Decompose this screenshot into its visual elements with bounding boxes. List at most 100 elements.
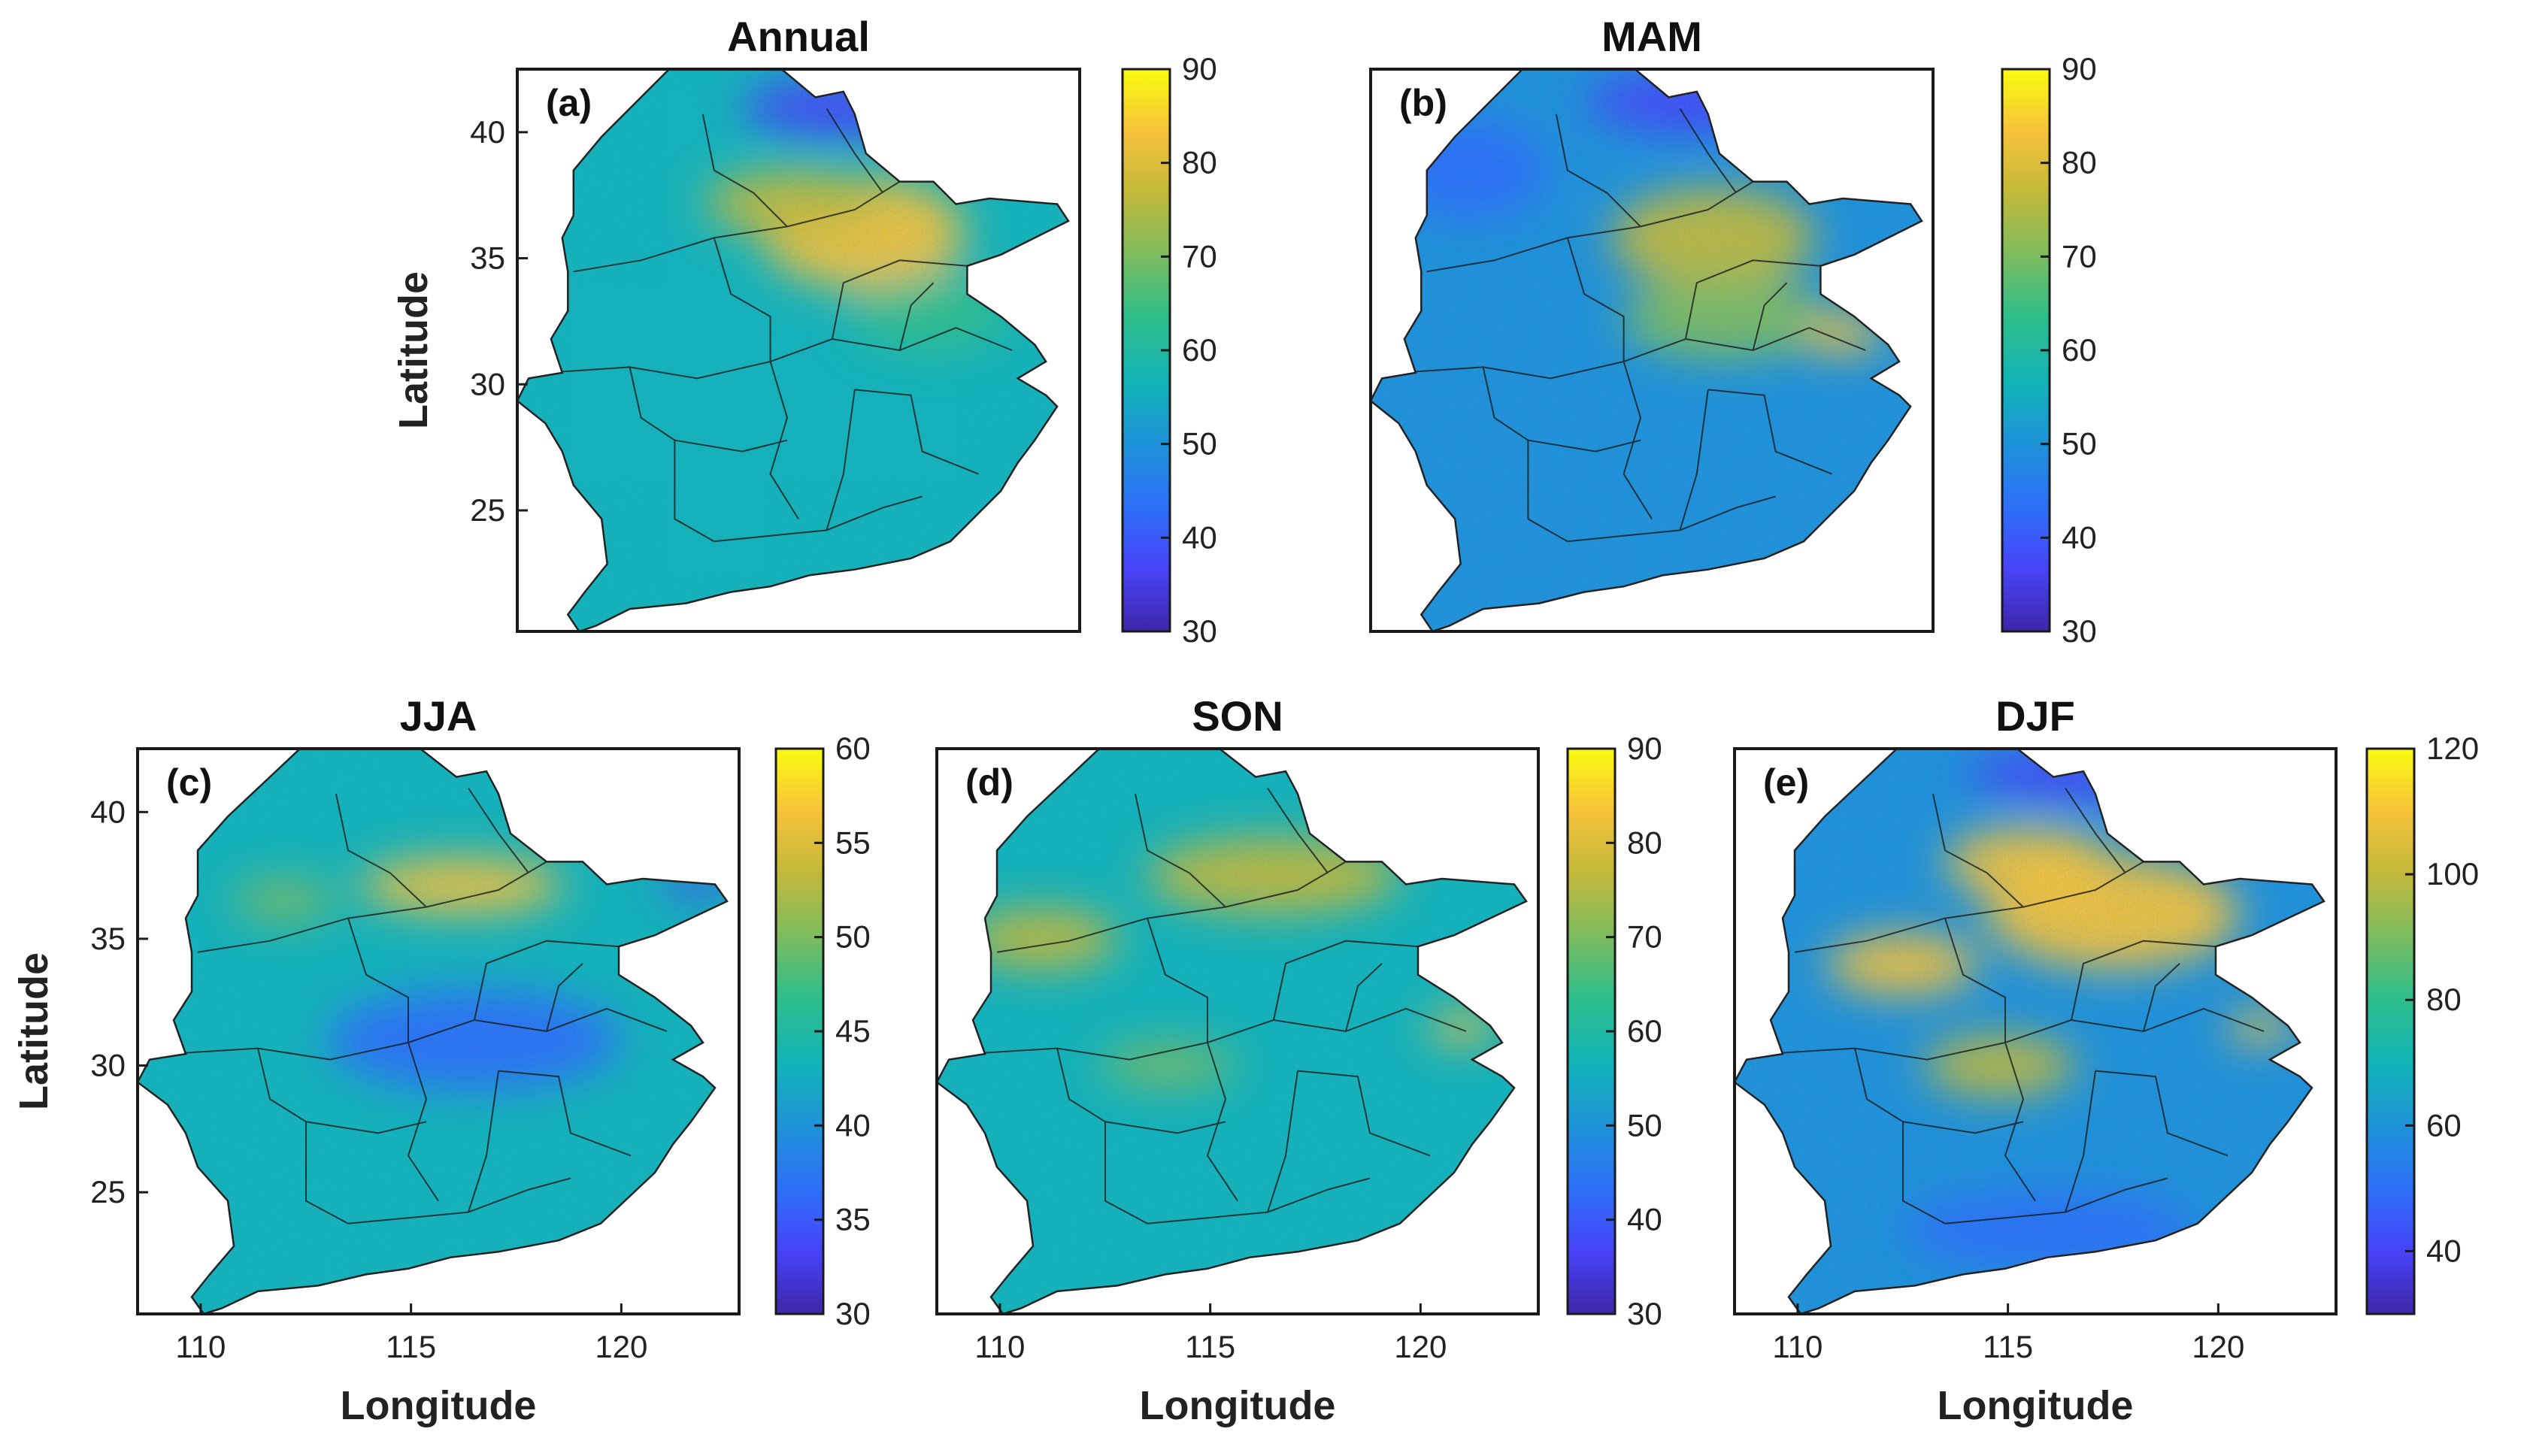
province-boundary (1297, 1070, 1431, 1157)
panel-tag: (e) (1763, 761, 1809, 804)
panel-son: SON (d) 110 115 120 Longitude 30 40 50 60 70 80 90 (935, 692, 1662, 1428)
province-boundary (1104, 1121, 1226, 1134)
panel-title: SON (1192, 692, 1283, 740)
province-boundary (2071, 940, 2216, 1021)
province-boundary (674, 439, 788, 453)
province-boundaries (545, 107, 1013, 543)
province-boundaries (1764, 788, 2265, 1224)
province-boundary (1566, 238, 1625, 362)
province-boundary (197, 861, 547, 953)
colorbar-tick-label: 90 (2062, 51, 2097, 86)
y-axis-label: Latitude (391, 271, 436, 429)
colorbar-tick-label: 30 (1182, 613, 1217, 649)
colorbar-tick-label: 40 (835, 1107, 871, 1143)
province-boundary (1902, 1121, 2024, 1134)
axes-box (1369, 68, 1935, 633)
province-boundary (1944, 918, 2006, 1043)
province-boundary (1147, 918, 1208, 1043)
panel-title: JJA (400, 692, 477, 740)
colorbar-tick-label: 60 (1627, 1013, 1662, 1049)
colorbar-tick-label: 40 (1627, 1202, 1662, 1237)
province-boundary (474, 940, 620, 1021)
province-boundary (2004, 1042, 2036, 1202)
colorbar-tick-label: 70 (1182, 238, 1217, 274)
province-boundary (1623, 361, 1653, 519)
colorbar-tick-label: 120 (2426, 731, 2479, 766)
province-boundary (167, 1007, 668, 1061)
y-tick-label: 25 (90, 1174, 126, 1209)
colorbar-tick-label: 40 (2062, 519, 2097, 555)
y-tick-label: 40 (470, 114, 505, 150)
colorbar-tick-label: 35 (835, 1202, 871, 1237)
axes-box (136, 747, 741, 1315)
province-boundary (2095, 1070, 2229, 1157)
x-tick-label: 115 (1983, 1329, 2033, 1364)
colorbar-tick-label: 55 (835, 825, 871, 860)
coastline (516, 68, 1070, 633)
province-boundary (2065, 1070, 2096, 1212)
province-boundary (1752, 282, 1788, 351)
province-boundary (701, 114, 788, 228)
province-boundary (498, 1070, 632, 1157)
y-tick-label: 40 (90, 794, 126, 829)
province-boundary (1426, 180, 1754, 273)
province-boundary (996, 861, 1347, 953)
x-tick-label: 120 (2192, 1329, 2244, 1364)
province-boundary (1398, 327, 1866, 380)
province-boundary (769, 361, 799, 519)
colorbar-tick-label: 30 (1627, 1296, 1662, 1331)
province-boundary (1273, 940, 1419, 1021)
province-boundary (826, 107, 884, 194)
colorbar-tick-label: 40 (2426, 1233, 2462, 1268)
panel-tag: (b) (1399, 82, 1447, 124)
panel-djf: DJF (e) 110 115 120 Longitude 40 60 80 100 120 (1733, 692, 2479, 1428)
province-boundary (545, 327, 1013, 380)
y-tick-label: 25 (470, 492, 505, 528)
province-boundary (305, 1121, 427, 1134)
province-boundary (2065, 788, 2126, 874)
colorbar-tick-label: 30 (835, 1296, 871, 1331)
x-tick-label: 120 (1394, 1329, 1447, 1364)
panel-title: Annual (727, 13, 870, 60)
y-tick-label: 30 (470, 366, 505, 401)
province-boundary (1345, 963, 1383, 1032)
province-boundary (1679, 389, 1709, 531)
coastline (935, 747, 1528, 1315)
province-boundary (335, 793, 427, 908)
y-axis-label: Latitude (11, 952, 56, 1110)
colorbar-tick-label: 50 (1182, 426, 1217, 462)
province-boundary (898, 282, 935, 351)
province-boundary (347, 918, 409, 1043)
panel-title: DJF (1995, 692, 2075, 740)
panel-mam: MAM (b) 30 40 50 60 70 80 90 (1369, 13, 2097, 649)
x-axis-label: Longitude (1140, 1383, 1336, 1428)
colorbar-tick-label: 80 (2426, 982, 2462, 1017)
province-boundary (468, 1070, 499, 1212)
colorbar-tick-label: 30 (2062, 613, 2097, 649)
panel-annual: Annual (a) 25 30 35 40 Latitude 30 40 50 60 70 80 90 (391, 13, 1217, 649)
coastline (136, 747, 729, 1315)
colorbar-tick-label: 45 (835, 1013, 871, 1049)
colorbar-tick-label: 40 (1182, 519, 1217, 555)
axes-box (516, 68, 1081, 633)
province-boundaries (1398, 107, 1866, 543)
colorbar-tick-label: 80 (1182, 145, 1217, 180)
province-boundary (1684, 259, 1821, 340)
colorbar-tick-label: 60 (1182, 332, 1217, 368)
province-boundary (1679, 107, 1738, 194)
province-boundary (2143, 963, 2180, 1032)
province-boundary (831, 259, 968, 340)
axes-box (1733, 747, 2338, 1315)
colorbar-tick-label: 90 (1182, 51, 1217, 86)
x-axis-label: Longitude (341, 1383, 537, 1428)
colorbar-tick-label: 50 (1627, 1107, 1662, 1143)
province-boundary (1764, 1007, 2265, 1061)
panel-tag: (d) (965, 761, 1014, 804)
x-tick-label: 120 (595, 1329, 647, 1364)
coastline (1369, 68, 1923, 633)
province-boundary (826, 389, 856, 531)
colorbar-tick-label: 60 (2062, 332, 2097, 368)
province-boundary (1555, 114, 1641, 228)
colorbar-tick-label: 50 (2062, 426, 2097, 462)
